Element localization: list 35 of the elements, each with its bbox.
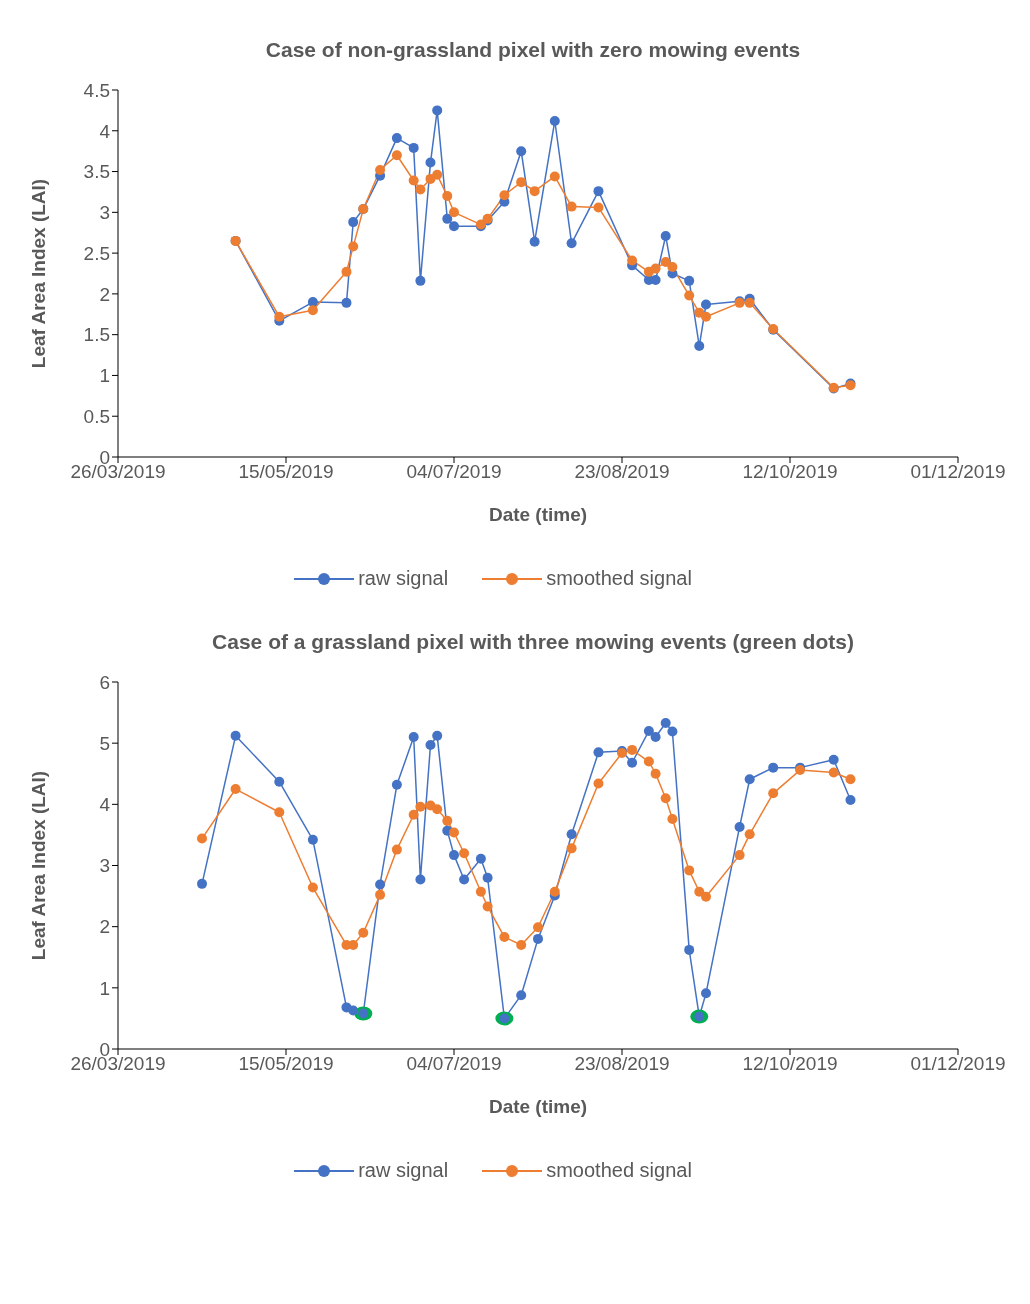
y-tick-label: 4.5 bbox=[83, 79, 110, 101]
y-tick-label: 5 bbox=[99, 732, 110, 754]
x-tick-label: 12/10/2019 bbox=[742, 461, 838, 483]
legend-label: raw signal bbox=[358, 567, 449, 590]
x-tick-label: 04/07/2019 bbox=[406, 461, 502, 483]
x-tick-label: 12/10/2019 bbox=[742, 1053, 838, 1075]
y-tick-label: 1 bbox=[99, 365, 110, 387]
y-tick-label: 3 bbox=[99, 202, 110, 224]
x-tick-label: 15/05/2019 bbox=[238, 1053, 334, 1075]
y-tick-label: 6 bbox=[99, 671, 110, 693]
y-tick-label: 2.5 bbox=[83, 242, 110, 264]
x-tick-label: 15/05/2019 bbox=[238, 461, 334, 483]
legend-label: smoothed signal bbox=[546, 1159, 692, 1182]
x-tick-label: 04/07/2019 bbox=[406, 1053, 502, 1075]
legend-label: raw signal bbox=[358, 1159, 449, 1182]
y-tick-label: 1.5 bbox=[83, 324, 110, 346]
y-tick-label: 1 bbox=[99, 977, 110, 999]
x-tick-label: 23/08/2019 bbox=[574, 461, 670, 483]
x-axis-title: Date (time) bbox=[488, 504, 588, 525]
y-axis-title: Leaf Area Index (LAI) bbox=[27, 770, 49, 961]
x-tick-label: 01/12/2019 bbox=[910, 1053, 1006, 1075]
y-axis-title: Leaf Area Index (LAI) bbox=[27, 178, 49, 369]
chart-title: Case of non-grassland pixel with zero mowing events bbox=[264, 37, 802, 63]
y-tick-label: 3.5 bbox=[83, 161, 110, 183]
y-tick-label: 3 bbox=[99, 855, 110, 877]
x-tick-label: 23/08/2019 bbox=[574, 1053, 670, 1075]
y-tick-label: 4 bbox=[99, 120, 111, 142]
y-tick-label: 2 bbox=[99, 916, 110, 938]
y-tick-label: 2 bbox=[99, 283, 110, 305]
y-tick-label: 0.5 bbox=[83, 405, 110, 427]
x-axis-title: Date (time) bbox=[488, 1096, 588, 1117]
chart-title: Case of a grassland pixel with three mowing events (green dots) bbox=[211, 629, 855, 655]
y-tick-label: 4 bbox=[99, 794, 111, 816]
legend-label: smoothed signal bbox=[546, 567, 692, 590]
x-tick-label: 01/12/2019 bbox=[910, 461, 1006, 483]
